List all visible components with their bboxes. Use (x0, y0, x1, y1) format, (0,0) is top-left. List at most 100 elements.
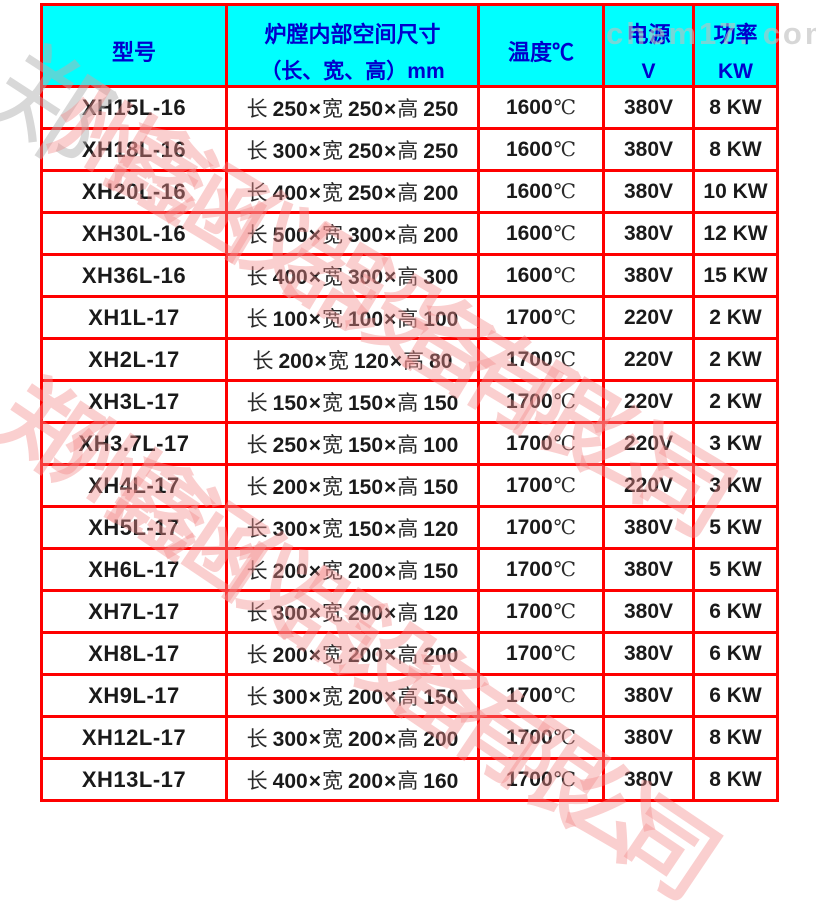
height-value: 120 (423, 517, 459, 541)
times-sign: × (384, 475, 397, 499)
cell-dimensions: 长 400×宽 200×高 160 (225, 757, 480, 802)
times-sign: × (384, 769, 397, 793)
cell-model: XH4L-17 (40, 463, 228, 508)
table-row: XH5L-17 长 300×宽 150×高 120 1700℃ 380V 5 KW (40, 505, 779, 550)
times-sign: × (308, 685, 321, 709)
cell-temperature: 1700℃ (477, 715, 605, 760)
table-row: XH20L-16 长 400×宽 250×高 200 1600℃ 380V 10 KW (40, 169, 779, 214)
cell-voltage: 380V (602, 673, 695, 718)
table-row: XH9L-17 长 300×宽 200×高 150 1700℃ 380V 6 KW (40, 673, 779, 718)
times-sign: × (384, 223, 397, 247)
celsius-symbol: ℃ (553, 601, 577, 623)
times-sign: × (308, 433, 321, 457)
times-sign: × (384, 517, 397, 541)
length-label: 长 (246, 684, 268, 709)
length-label: 长 (246, 600, 268, 625)
width-label: 宽 (321, 306, 343, 331)
table-row: XH12L-17 长 300×宽 200×高 200 1700℃ 380V 8 KW (40, 715, 779, 760)
cell-power: 6 KW (692, 631, 779, 676)
cell-temperature: 1600℃ (477, 169, 605, 214)
length-value: 200 (272, 559, 308, 583)
celsius-symbol: ℃ (553, 181, 577, 203)
width-value: 200 (347, 769, 384, 793)
height-label: 高 (397, 390, 419, 415)
cell-temperature: 1600℃ (477, 253, 605, 298)
height-value: 250 (423, 139, 459, 163)
cell-model: XH7L-17 (40, 589, 228, 634)
cell-dimensions: 长 150×宽 150×高 150 (225, 379, 480, 424)
length-value: 300 (272, 685, 308, 709)
times-sign: × (384, 433, 397, 457)
table-row: XH3L-17 长 150×宽 150×高 150 1700℃ 220V 2 KW (40, 379, 779, 424)
header-dimensions: 炉膛内部空间尺寸 （长、宽、高）mm (225, 3, 480, 88)
temperature-value: 1600 (505, 264, 553, 287)
table-header: 型号 炉膛内部空间尺寸 （长、宽、高）mm 温度℃ 电源 V 功率 KW (40, 3, 779, 88)
cell-voltage: 380V (602, 505, 695, 550)
length-value: 300 (272, 727, 308, 751)
length-value: 250 (272, 433, 308, 457)
cell-power: 8 KW (692, 715, 779, 760)
width-label: 宽 (321, 432, 343, 457)
cell-voltage: 380V (602, 715, 695, 760)
cell-temperature: 1700℃ (477, 337, 605, 382)
length-value: 200 (272, 475, 308, 499)
times-sign: × (384, 685, 397, 709)
cell-voltage: 220V (602, 463, 695, 508)
length-label: 长 (246, 642, 268, 667)
cell-voltage: 220V (602, 379, 695, 424)
times-sign: × (384, 139, 397, 163)
width-value: 150 (347, 391, 384, 415)
length-label: 长 (246, 558, 268, 583)
width-label: 宽 (321, 138, 343, 163)
length-value: 400 (272, 769, 308, 793)
cell-model: XH9L-17 (40, 673, 228, 718)
length-value: 200 (272, 643, 308, 667)
cell-voltage: 380V (602, 589, 695, 634)
times-sign: × (384, 727, 397, 751)
cell-model: XH5L-17 (40, 505, 228, 550)
cell-dimensions: 长 500×宽 300×高 200 (225, 211, 480, 256)
times-sign: × (308, 769, 321, 793)
length-label: 长 (246, 474, 268, 499)
cell-temperature: 1700℃ (477, 589, 605, 634)
times-sign: × (308, 265, 321, 289)
height-label: 高 (397, 684, 419, 709)
height-label: 高 (397, 642, 419, 667)
height-value: 100 (423, 433, 459, 457)
celsius-symbol: ℃ (553, 475, 577, 497)
cell-power: 8 KW (692, 127, 779, 172)
cell-power: 12 KW (692, 211, 779, 256)
height-value: 150 (423, 559, 459, 583)
temperature-value: 1700 (505, 348, 553, 371)
cell-voltage: 220V (602, 295, 695, 340)
times-sign: × (384, 643, 397, 667)
header-power: 功率 KW (692, 3, 779, 88)
times-sign: × (308, 139, 321, 163)
table-row: XH18L-16 长 300×宽 250×高 250 1600℃ 380V 8 KW (40, 127, 779, 172)
cell-dimensions: 长 250×宽 150×高 100 (225, 421, 480, 466)
cell-dimensions: 长 400×宽 300×高 300 (225, 253, 480, 298)
temperature-value: 1700 (505, 642, 553, 665)
length-value: 400 (272, 265, 308, 289)
length-value: 500 (272, 223, 308, 247)
header-voltage-line1: 电源 (626, 21, 671, 47)
length-value: 250 (272, 97, 308, 121)
cell-model: XH30L-16 (40, 211, 228, 256)
height-value: 200 (423, 727, 459, 751)
header-voltage-line2: V (641, 59, 656, 83)
width-value: 250 (347, 97, 384, 121)
cell-model: XH3.7L-17 (40, 421, 228, 466)
times-sign: × (384, 601, 397, 625)
cell-power: 5 KW (692, 547, 779, 592)
cell-dimensions: 长 250×宽 250×高 250 (225, 85, 480, 130)
times-sign: × (308, 475, 321, 499)
width-value: 250 (347, 181, 384, 205)
width-value: 300 (347, 265, 384, 289)
width-value: 150 (347, 433, 384, 457)
length-value: 300 (272, 139, 308, 163)
length-label: 长 (252, 348, 274, 373)
cell-voltage: 380V (602, 547, 695, 592)
times-sign: × (308, 559, 321, 583)
cell-voltage: 380V (602, 211, 695, 256)
temperature-value: 1700 (505, 474, 553, 497)
